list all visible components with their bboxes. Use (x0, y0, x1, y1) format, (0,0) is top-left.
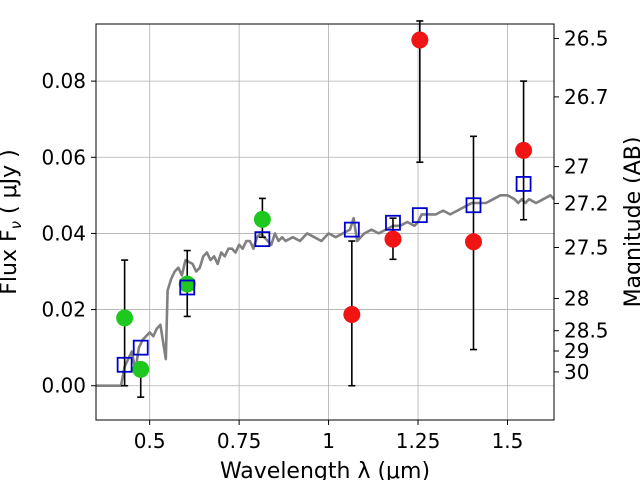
x-axis: 0.5 0.75 1 1.25 1.5 (134, 420, 524, 453)
x-tick-label: 1 (322, 429, 335, 453)
x-tick-label: 0.5 (134, 429, 166, 453)
model-point (343, 221, 360, 238)
y2-tick-label: 27.5 (564, 235, 609, 259)
data-point (464, 233, 482, 251)
data-point (343, 306, 361, 324)
model-point (116, 356, 133, 373)
y2-tick-label: 26.7 (564, 85, 609, 109)
y-axis-label: Flux Fν ( μJy ) (0, 149, 25, 294)
data-point (253, 210, 271, 228)
model-point (515, 176, 532, 192)
y-axis-label-main: Flux F (0, 229, 22, 294)
grid (96, 24, 554, 420)
data-point (384, 230, 402, 248)
x-tick-label: 0.75 (217, 429, 262, 453)
y2-tick-label: 28 (564, 287, 589, 311)
y2-tick-label: 29 (564, 339, 589, 363)
y-axis: 0.00 0.02 0.04 0.06 0.08 (41, 69, 96, 398)
data-point (132, 360, 150, 378)
model-point (179, 279, 196, 296)
y-axis-label-sub: ν (7, 221, 25, 229)
model-point (465, 197, 482, 214)
model-spectrum-line (96, 194, 555, 388)
y-tick-label: 0.06 (41, 145, 86, 169)
model-point (254, 231, 271, 248)
model-point (132, 339, 149, 356)
x-axis-label: Wavelength λ (μm) (220, 459, 430, 480)
plot-frame (95, 23, 555, 421)
y-tick-label: 0.04 (41, 221, 86, 245)
data-point (515, 141, 533, 159)
x-tick-label: 1.25 (396, 429, 441, 453)
y2-tick-label: 27.2 (564, 191, 609, 215)
data-point (178, 275, 196, 293)
model-point (411, 207, 428, 224)
y2-tick-label: 28.5 (564, 319, 609, 343)
y2-tick-label: 27 (564, 155, 589, 179)
y-tick-label: 0.00 (41, 374, 86, 398)
data-point (116, 309, 134, 327)
y2-axis-label: Magnitude (AB) (621, 137, 640, 308)
y-axis-label-unit: ( μJy ) (0, 149, 22, 221)
y-tick-label: 0.08 (41, 69, 86, 93)
y2-tick-label: 26.5 (564, 26, 609, 50)
y2-tick-label: 30 (564, 360, 589, 384)
data-point (411, 31, 429, 49)
plot-area (96, 20, 555, 398)
y-tick-label: 0.02 (41, 298, 86, 322)
model-point (385, 214, 401, 231)
x-tick-label: 1.5 (492, 429, 524, 453)
